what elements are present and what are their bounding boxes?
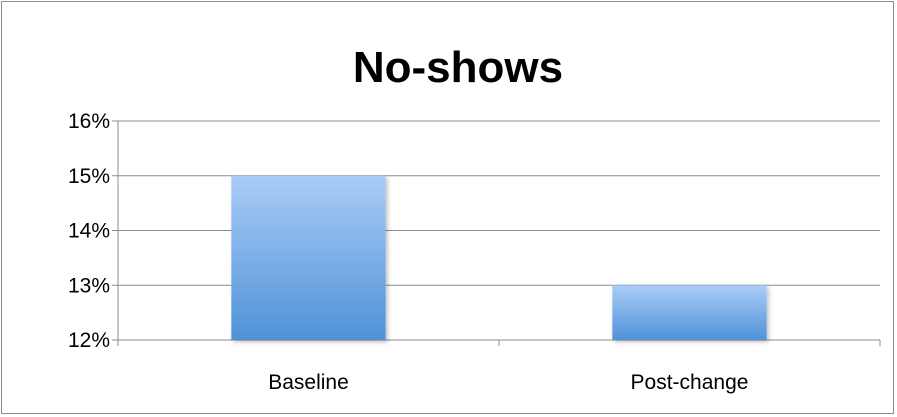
y-tick-label: 16% [68,110,110,133]
y-tick-label: 13% [68,274,110,297]
y-tick-label: 12% [68,329,110,352]
x-category-label: Baseline [268,371,349,394]
y-tick-label: 14% [68,220,110,243]
x-axis [117,121,881,346]
bar-post-change [612,285,767,340]
x-axis-category-labels: Baseline Post-change [268,371,748,394]
y-tick-label: 15% [68,165,110,188]
chart-title: No-shows [353,43,563,92]
bar-baseline [231,175,386,340]
x-category-label: Post-change [631,371,749,394]
bars [231,175,767,340]
y-axis-tick-labels: 12% 13% 14% 15% 16% [68,110,110,352]
